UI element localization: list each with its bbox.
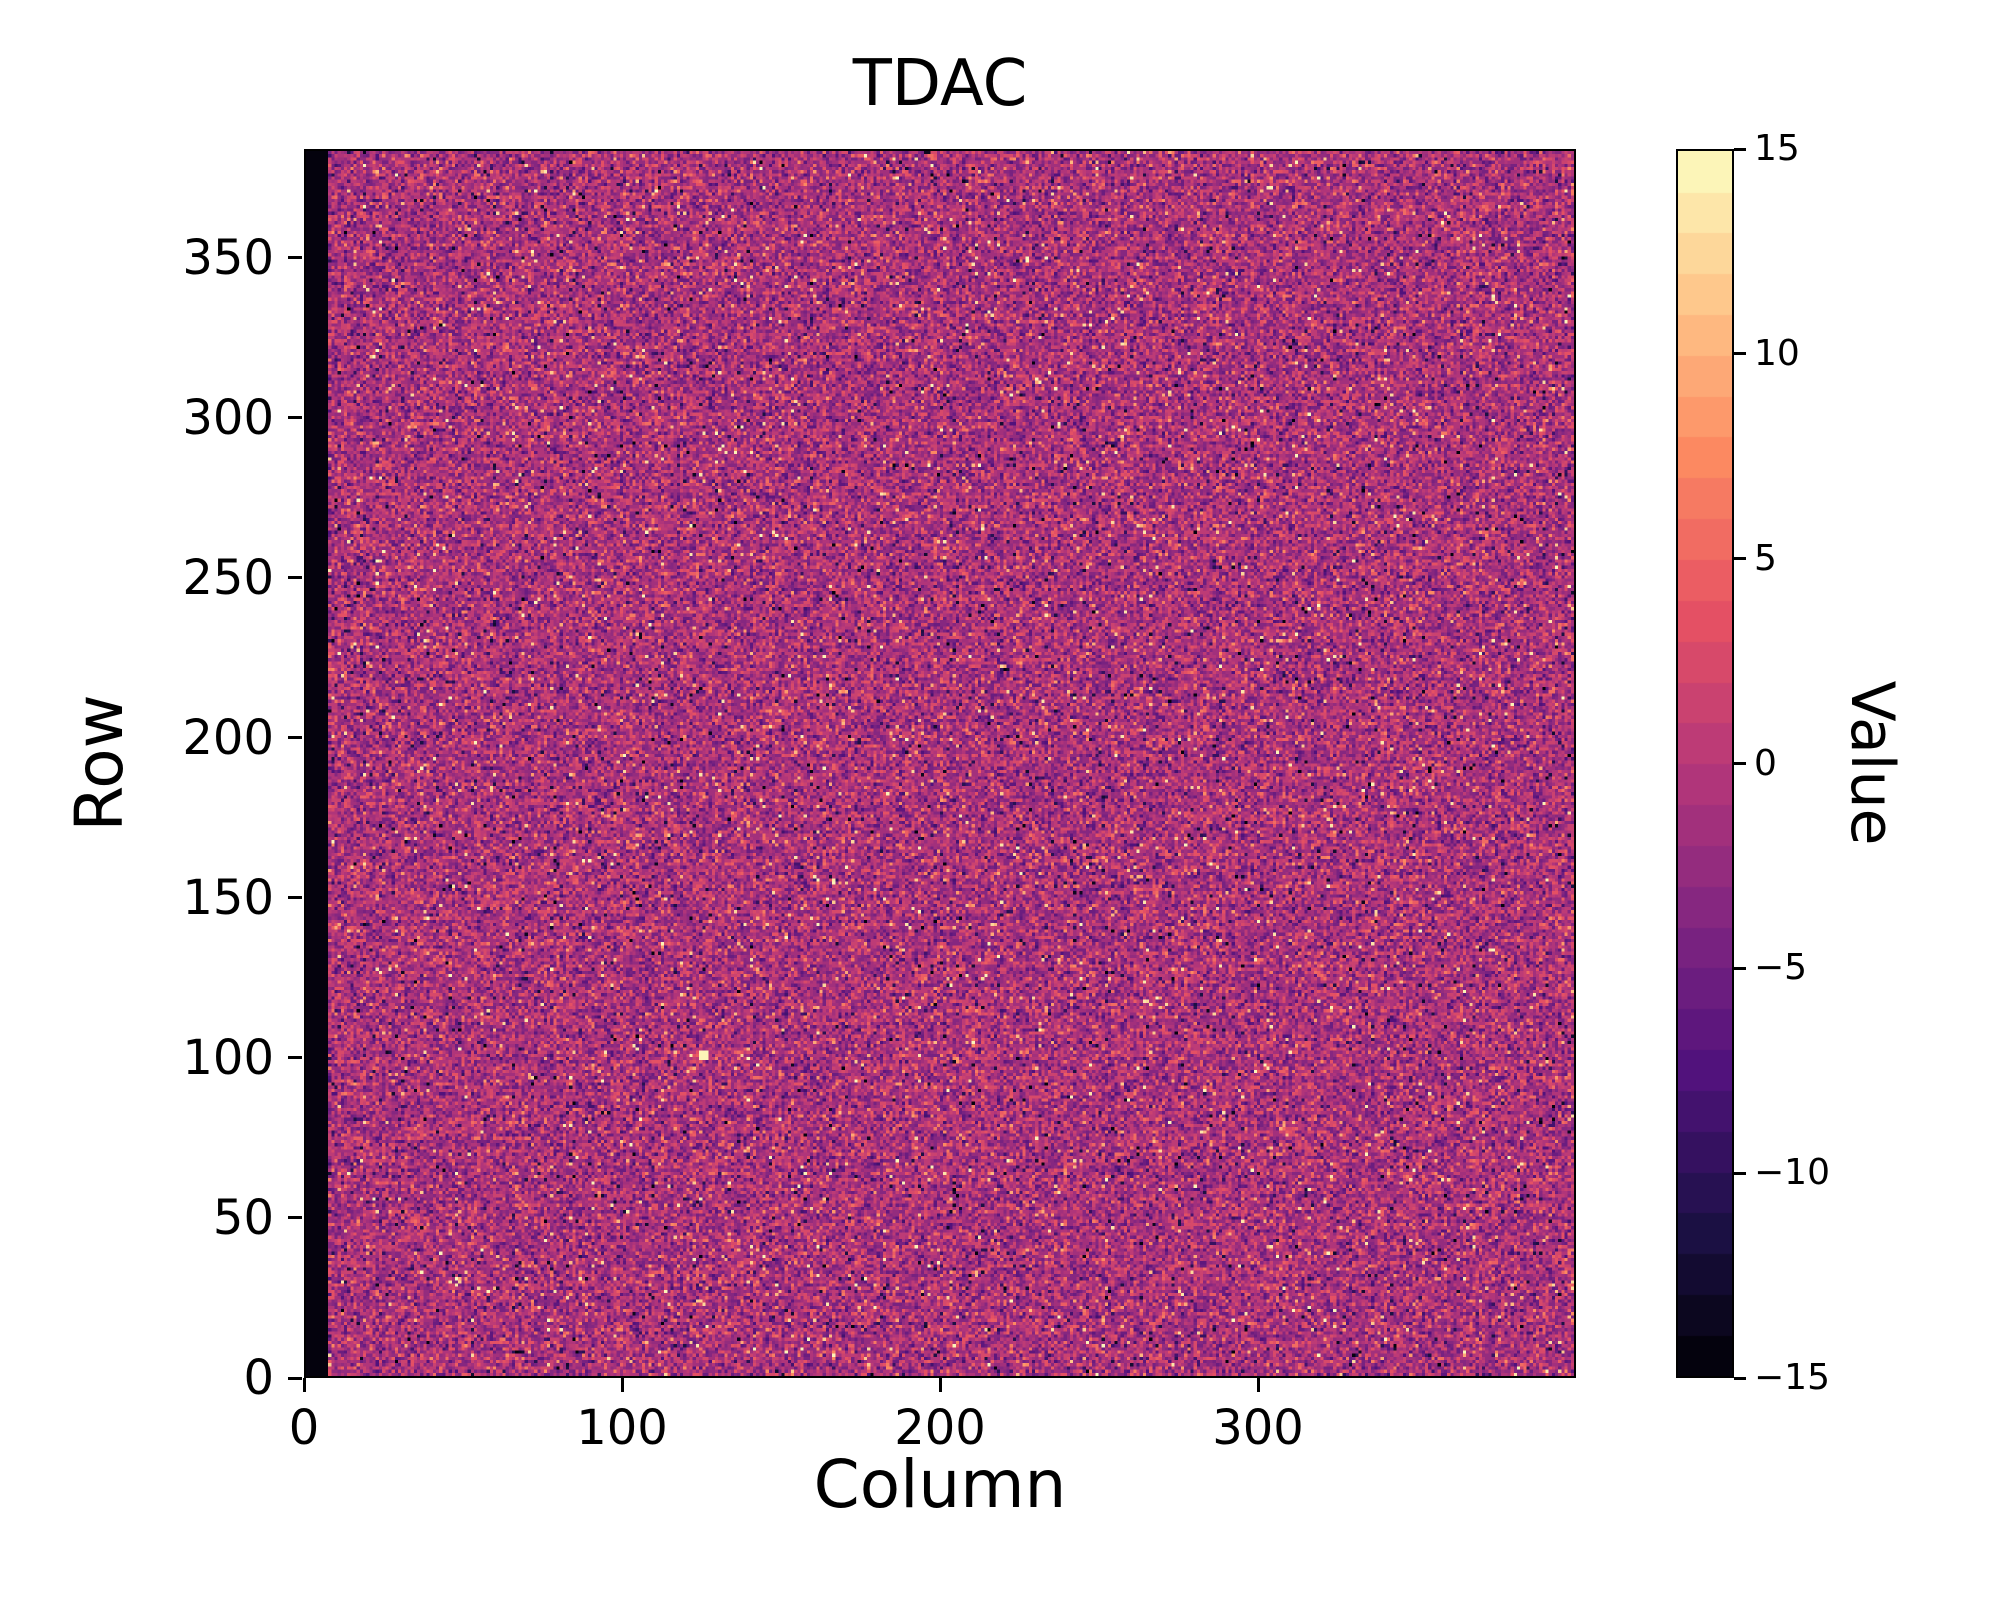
- colorbar-tick-label: −10: [1754, 1152, 1830, 1194]
- y-tick-label: 350: [182, 229, 274, 286]
- colorbar-tick-label: 10: [1754, 332, 1800, 374]
- y-tick-mark: [288, 1376, 302, 1380]
- y-tick-label: 100: [182, 1029, 274, 1086]
- x-tick-mark: [1256, 1378, 1260, 1392]
- colorbar-tick-mark: [1734, 352, 1746, 356]
- colorbar-tick-label: −15: [1754, 1357, 1830, 1398]
- heatmap-canvas: [306, 151, 1574, 1376]
- y-axis-label: Row: [61, 694, 138, 832]
- x-tick-label: 200: [894, 1400, 986, 1456]
- y-tick-mark: [288, 896, 302, 900]
- y-tick-mark: [288, 256, 302, 260]
- y-tick-mark: [288, 1216, 302, 1220]
- x-tick-mark: [302, 1378, 306, 1392]
- colorbar-tick-mark: [1734, 966, 1746, 970]
- x-tick-mark: [620, 1378, 624, 1392]
- x-axis-label: Column: [813, 1446, 1067, 1523]
- y-tick-label: 300: [182, 389, 274, 446]
- colorbar-tick-label: −5: [1754, 947, 1808, 989]
- colorbar-tick-mark: [1734, 557, 1746, 561]
- heatmap-plot-area: [304, 149, 1576, 1378]
- colorbar-tick-label: 15: [1754, 128, 1800, 169]
- x-tick-label: 100: [576, 1400, 668, 1456]
- y-tick-label: 200: [182, 709, 274, 766]
- y-tick-mark: [288, 416, 302, 420]
- y-tick-label: 50: [212, 1189, 274, 1246]
- y-tick-label: 150: [182, 869, 274, 926]
- colorbar-tick-mark: [1734, 1171, 1746, 1175]
- colorbar-tick-mark: [1734, 1376, 1746, 1380]
- colorbar-tick-label: 0: [1754, 742, 1777, 784]
- chart-title: TDAC: [852, 47, 1028, 121]
- y-tick-mark: [288, 576, 302, 580]
- colorbar-tick-mark: [1734, 762, 1746, 765]
- colorbar-canvas: [1678, 151, 1732, 1376]
- x-tick-mark: [938, 1378, 942, 1392]
- y-tick-mark: [288, 1056, 302, 1060]
- colorbar-tick-mark: [1734, 147, 1746, 151]
- y-tick-mark: [288, 736, 302, 740]
- y-tick-label: 250: [182, 549, 274, 606]
- x-tick-label: 0: [288, 1400, 320, 1456]
- colorbar-tick-label: 5: [1754, 537, 1777, 579]
- y-tick-label: 0: [243, 1350, 274, 1406]
- colorbar: [1676, 149, 1734, 1378]
- colorbar-label: Value: [1837, 680, 1907, 846]
- x-tick-label: 300: [1212, 1400, 1304, 1456]
